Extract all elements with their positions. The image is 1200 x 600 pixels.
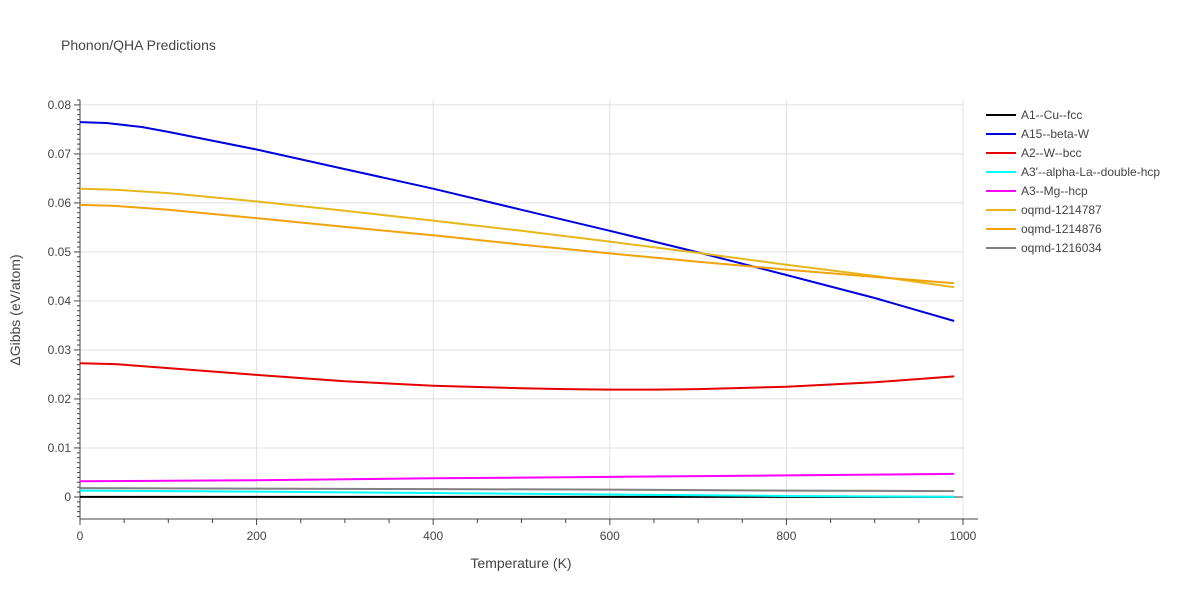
series-line-7 xyxy=(79,487,955,493)
y-tick-label: 0.06 xyxy=(48,196,72,210)
legend-label: A15--beta-W xyxy=(1021,127,1090,141)
x-tick-label: 0 xyxy=(77,529,84,543)
legend-label: A3'--alpha-La--double-hcp xyxy=(1021,165,1160,179)
legend-item[interactable]: A3--Mg--hcp xyxy=(986,184,1088,198)
legend[interactable]: A1--Cu--fcc A15--beta-W A2--W--bcc A3'--alp… xyxy=(986,108,1160,255)
x-axis-title: Temperature (K) xyxy=(470,555,571,571)
series-line-6 xyxy=(79,203,955,285)
legend-label: A3--Mg--hcp xyxy=(1021,184,1088,198)
y-tick-label: 0.05 xyxy=(48,245,72,259)
legend-label: A1--Cu--fcc xyxy=(1021,108,1082,122)
legend-item[interactable]: A15--beta-W xyxy=(986,127,1090,141)
legend-item[interactable]: oqmd-1214876 xyxy=(986,222,1102,236)
chart-title: Phonon/QHA Predictions xyxy=(61,37,216,53)
legend-item[interactable]: A2--W--bcc xyxy=(986,146,1081,160)
y-tick-label: 0 xyxy=(64,490,71,504)
y-tick-label: 0.08 xyxy=(48,98,72,112)
y-tick-label: 0.03 xyxy=(48,343,72,357)
x-tick-label: 400 xyxy=(423,529,443,543)
series-line-1 xyxy=(79,121,955,322)
y-tick-label: 0.07 xyxy=(48,147,72,161)
y-axis-title: ΔGibbs (eV/atom) xyxy=(7,254,23,365)
legend-label: oqmd-1216034 xyxy=(1021,241,1102,255)
legend-item[interactable]: A1--Cu--fcc xyxy=(986,108,1082,122)
x-tick-label: 1000 xyxy=(950,529,977,543)
series-layer xyxy=(79,121,955,498)
legend-label: oqmd-1214787 xyxy=(1021,203,1102,217)
legend-label: oqmd-1214876 xyxy=(1021,222,1102,236)
y-tick-label: 0.02 xyxy=(48,392,72,406)
series-line-2 xyxy=(79,362,955,391)
legend-item[interactable]: oqmd-1216034 xyxy=(986,241,1102,255)
series-line-4 xyxy=(79,472,955,483)
x-tick-label: 600 xyxy=(600,529,620,543)
series-line-3 xyxy=(79,489,955,498)
x-tick-label: 800 xyxy=(776,529,796,543)
series-line-5 xyxy=(79,187,955,289)
y-tick-label: 0.01 xyxy=(48,441,72,455)
legend-label: A2--W--bcc xyxy=(1021,146,1081,160)
x-tick-label: 200 xyxy=(247,529,267,543)
axes-layer: 0 200 400 600 800 1000 0 0.01 0.02 0.03 0.04 0.05 0.… xyxy=(48,98,978,543)
y-tick-label: 0.04 xyxy=(48,294,72,308)
legend-item[interactable]: A3'--alpha-La--double-hcp xyxy=(986,165,1160,179)
legend-item[interactable]: oqmd-1214787 xyxy=(986,203,1102,217)
